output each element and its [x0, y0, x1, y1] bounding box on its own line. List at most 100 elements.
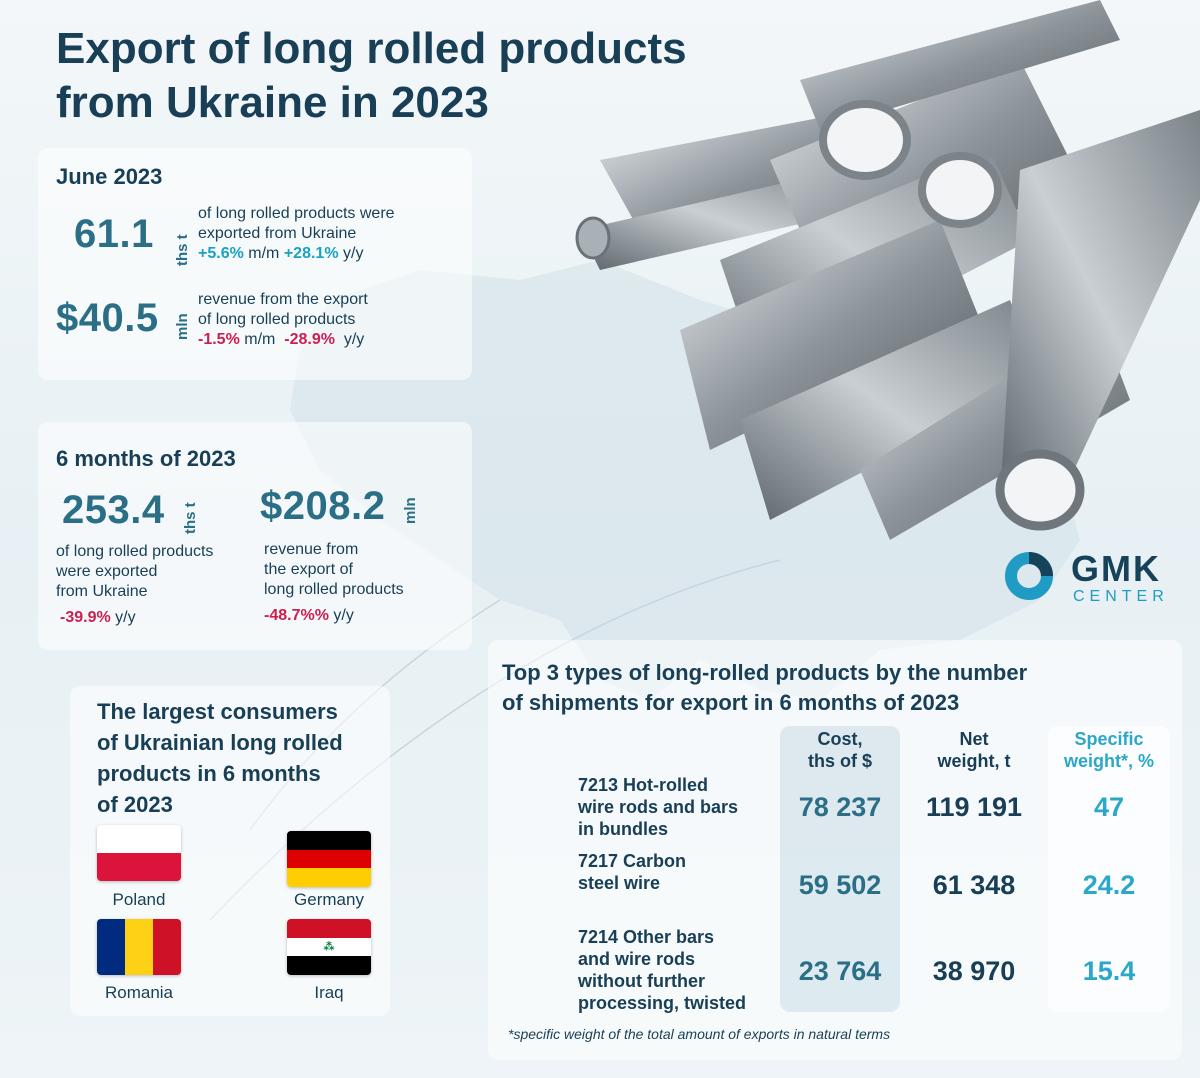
title-line-1: Export of long rolled products [56, 24, 687, 73]
june-volume-changes: +5.6% m/m +28.1% y/y [198, 244, 468, 264]
june-volume-unit: ths t [174, 234, 191, 266]
june-revenue-yy-label: y/y [343, 331, 365, 348]
gmk-logo-ring-icon [1005, 552, 1053, 600]
consumers-panel: The largest consumers of Ukrainian long … [70, 686, 390, 1016]
six-months-volume-value: 253.4 [62, 488, 165, 532]
june-volume-mm-label: m/m [248, 245, 280, 262]
footnote: *specific weight of the total amount of … [508, 1026, 891, 1042]
row-label-7213: 7213 Hot-rolled wire rods and bars in bu… [578, 774, 768, 840]
row1-label-line1: 7213 Hot-rolled [578, 775, 709, 795]
row-label-7214: 7214 Other bars and wire rods without fu… [578, 926, 768, 1014]
six-months-panel: 6 months of 2023 253.4 ths t of long rol… [38, 422, 472, 650]
column-header-cost: Cost, ths of $ [780, 728, 900, 772]
column-header-net: Net weight, t [912, 728, 1036, 772]
six-months-revenue-yy-label: y/y [333, 607, 354, 624]
june-revenue-desc-line1: revenue from the export [198, 291, 368, 308]
row3-label-line3: without further [578, 971, 705, 991]
romania-flag-icon [97, 919, 181, 975]
row3-label-line2: and wire rods [578, 949, 696, 969]
net-header-line1: Net [959, 729, 989, 749]
specific-header-line1: Specific [1074, 729, 1144, 749]
iraq-flag-icon: ⁂ [287, 919, 371, 975]
six-months-revenue-desc-line1: revenue from [264, 541, 359, 558]
row3-net-weight: 38 970 [932, 956, 1016, 986]
row2-cost: 59 502 [798, 870, 882, 900]
cost-header-line2: ths of $ [807, 751, 872, 771]
row1-label-line2: wire rods and bars [578, 797, 739, 817]
row2-label-line2: steel wire [578, 873, 661, 893]
consumers-heading-line1: The largest consumers [97, 699, 338, 724]
six-months-revenue-yy: -48.7%% [264, 607, 329, 624]
six-months-volume-yy: -39.9% [60, 609, 111, 626]
june-revenue-value: $40.5 [56, 296, 159, 340]
six-months-volume-changes: -39.9% y/y [60, 608, 256, 628]
june-volume-yy-label: y/y [343, 245, 364, 262]
six-months-volume-yy-label: y/y [115, 609, 136, 626]
row3-cost: 23 764 [798, 956, 882, 986]
six-months-revenue-desc-line2: the export of [264, 561, 353, 578]
june-revenue-mm: -1.5% [198, 331, 240, 348]
june-volume-mm: +5.6% [198, 245, 244, 262]
june-revenue-desc-line2: of long rolled products [198, 311, 356, 328]
row2-specific-weight: 24.2 [1082, 870, 1136, 900]
specific-header-line2: weight*, % [1063, 751, 1154, 771]
six-months-revenue-unit: mln [402, 497, 419, 524]
six-months-revenue-desc-line3: long rolled products [264, 581, 404, 598]
column-header-specific: Specific weight*, % [1048, 728, 1170, 772]
country-label-iraq: Iraq [314, 983, 344, 1002]
six-months-volume-desc-line3: from Ukraine [56, 583, 148, 600]
six-months-volume-unit: ths t [182, 502, 199, 534]
row1-specific-weight: 47 [1093, 792, 1125, 822]
logo-sub: CENTER [1073, 588, 1169, 605]
consumers-heading-line3: products in 6 months [97, 761, 321, 786]
top3-heading-line2: of shipments for export in 6 months of 2… [502, 690, 960, 715]
consumers-heading-line4: of 2023 [97, 792, 173, 817]
consumers-heading-line2: of Ukrainian long rolled [97, 730, 343, 755]
row-label-7217: 7217 Carbon steel wire [578, 850, 768, 894]
june-volume-yy: +28.1% [283, 245, 339, 262]
top3-panel: Top 3 types of long-rolled products by t… [488, 640, 1182, 1060]
june-volume-desc: of long rolled products were exported fr… [198, 204, 468, 264]
row3-specific-weight: 15.4 [1082, 956, 1136, 986]
row1-cost: 78 237 [798, 792, 882, 822]
row1-label-line3: in bundles [578, 819, 668, 839]
six-months-volume-desc-line1: of long rolled products [56, 543, 214, 560]
consumers-heading: The largest consumers of Ukrainian long … [97, 696, 387, 820]
six-months-revenue-desc: revenue from the export of long rolled p… [264, 540, 464, 626]
gmk-center-logo: GMK CENTER [1003, 548, 1183, 606]
specific-column-bg [1048, 726, 1170, 1012]
germany-flag-icon [287, 831, 371, 887]
cost-header-line1: Cost, [817, 729, 863, 749]
cost-column-bg [780, 726, 900, 1012]
poland-flag-icon [97, 825, 181, 881]
june-revenue-desc: revenue from the export of long rolled p… [198, 290, 468, 350]
country-label-poland: Poland [112, 890, 166, 909]
page-title: Export of long rolled products from Ukra… [56, 22, 796, 130]
row2-net-weight: 61 348 [932, 870, 1016, 900]
june-volume-value: 61.1 [74, 212, 154, 256]
six-months-revenue-value: $208.2 [260, 484, 386, 528]
net-header-line2: weight, t [937, 751, 1011, 771]
june-revenue-yy: -28.9% [284, 331, 335, 348]
june-revenue-changes: -1.5% m/m -28.9% y/y [198, 330, 468, 350]
top3-heading: Top 3 types of long-rolled products by t… [502, 658, 1162, 718]
country-label-romania: Romania [104, 983, 174, 1002]
logo-name: GMK [1071, 548, 1161, 589]
june-panel: June 2023 61.1 ths t of long rolled prod… [38, 148, 472, 380]
six-months-heading: 6 months of 2023 [56, 446, 236, 471]
top3-heading-line1: Top 3 types of long-rolled products by t… [502, 660, 1028, 685]
title-line-2: from Ukraine in 2023 [56, 78, 489, 127]
june-revenue-unit: mln [174, 313, 191, 340]
row3-label-line4: processing, twisted [578, 993, 747, 1013]
june-volume-desc-line2: exported from Ukraine [198, 225, 357, 242]
june-heading: June 2023 [56, 164, 163, 189]
row1-net-weight: 119 191 [925, 792, 1023, 822]
steel-profiles-illustration [575, 0, 1200, 540]
june-volume-desc-line1: of long rolled products were [198, 205, 395, 222]
six-months-volume-desc: of long rolled products were exported fr… [56, 542, 256, 628]
row2-label-line1: 7217 Carbon [578, 851, 687, 871]
six-months-revenue-changes: -48.7%% y/y [264, 606, 464, 626]
june-revenue-mm-label: m/m [244, 331, 276, 348]
row3-label-line1: 7214 Other bars [578, 927, 715, 947]
country-label-germany: Germany [294, 890, 364, 909]
